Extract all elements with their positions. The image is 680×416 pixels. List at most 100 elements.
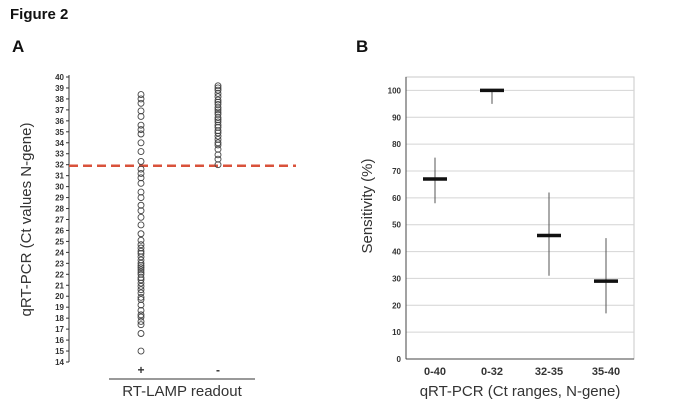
panel-a-data-point bbox=[214, 106, 222, 114]
panel-a-data-point bbox=[214, 132, 222, 140]
panel-a-data-point bbox=[137, 107, 145, 115]
panel-a-data-point bbox=[214, 161, 222, 169]
panel-a-y-tick-label: 22 bbox=[55, 270, 64, 279]
figure-title: Figure 2 bbox=[10, 6, 69, 23]
panel-a-data-point bbox=[137, 230, 145, 238]
panel-a-data-point bbox=[214, 84, 222, 92]
panel-a-data-point bbox=[137, 311, 145, 319]
panel-a-y-tick-label: 25 bbox=[55, 237, 64, 246]
panel-a-y-tick-label: 34 bbox=[55, 139, 64, 148]
panel-a-y-tick-label: 35 bbox=[55, 128, 64, 137]
panel-a-data-point bbox=[214, 118, 222, 126]
panel-b-y-tick-label: 30 bbox=[392, 274, 401, 283]
panel-a-y-tick-label: 14 bbox=[55, 358, 64, 367]
panel-b-y-tick-label: 70 bbox=[392, 167, 401, 176]
panel-a-data-point bbox=[137, 170, 145, 177]
panel-a-data-point bbox=[214, 82, 222, 90]
panel-a-data-point bbox=[137, 289, 145, 297]
panel-a-data-point bbox=[214, 86, 222, 94]
panel-a-data-point bbox=[137, 270, 145, 278]
panel-a-data-point bbox=[137, 165, 145, 173]
panel-a-data-point bbox=[137, 347, 145, 355]
panel-a-data-point bbox=[137, 274, 145, 282]
panel-b-y-tick-label: 60 bbox=[392, 194, 401, 203]
panel-a-data-point bbox=[214, 123, 222, 131]
panel-a-data-point bbox=[137, 279, 145, 287]
panel-a-data-point bbox=[137, 268, 145, 276]
panel-a-y-tick-label: 33 bbox=[55, 150, 64, 159]
panel-a-data-point bbox=[137, 317, 145, 325]
panel-a-y-tick-label: 37 bbox=[55, 106, 64, 115]
panel-a-data-point bbox=[214, 127, 222, 135]
panel-a-y-tick-label: 40 bbox=[55, 73, 64, 82]
panel-a-data-point bbox=[214, 151, 222, 159]
panel-a-data-point bbox=[137, 126, 145, 134]
panel-a-y-tick-label: 24 bbox=[55, 248, 64, 257]
panel-a-data-point bbox=[137, 282, 145, 290]
panel-a-y-tick-label: 27 bbox=[55, 216, 64, 225]
panel-a-data-point bbox=[137, 330, 145, 337]
panel-a-data-point bbox=[137, 301, 145, 309]
panel-a-data-point bbox=[137, 95, 145, 103]
panel-b-y-tick-label: 20 bbox=[392, 301, 401, 310]
panel-a-data-point bbox=[214, 104, 222, 112]
panel-a-y-tick-label: 38 bbox=[55, 95, 64, 104]
panel-a-data-point bbox=[214, 139, 222, 147]
panel-a-data-point bbox=[137, 296, 145, 303]
panel-a-category-label: - bbox=[216, 363, 220, 377]
panel-a-data-point bbox=[214, 129, 222, 137]
panel-a-data-point bbox=[137, 307, 145, 314]
panel-a-data-point bbox=[137, 313, 145, 321]
panel-a-data-point bbox=[214, 108, 222, 116]
panel-a-data-point bbox=[137, 253, 145, 261]
panel-b-y-tick-label: 0 bbox=[397, 355, 402, 364]
panel-a-data-point bbox=[137, 250, 145, 257]
panel-a-data-point bbox=[137, 121, 145, 129]
panel-a-data-point bbox=[137, 113, 145, 120]
panel-a-data-point bbox=[137, 91, 145, 98]
panel-b-x-axis-label: qRT-PCR (Ct ranges, N-gene) bbox=[420, 383, 621, 400]
panel-a-y-tick-label: 26 bbox=[55, 226, 64, 235]
panel-a-data-point bbox=[214, 100, 222, 108]
panel-a-data-point bbox=[137, 201, 145, 209]
panel-a-data-point bbox=[137, 207, 145, 215]
panel-a-data-point bbox=[214, 114, 222, 122]
panel-a-y-tick-label: 23 bbox=[55, 259, 64, 268]
panel-a-category-label: + bbox=[137, 363, 144, 377]
panel-a-data-point bbox=[137, 174, 145, 182]
panel-a-data-point bbox=[214, 155, 222, 163]
panel-a-data-point bbox=[137, 188, 145, 196]
panel-b-y-tick-label: 80 bbox=[392, 140, 401, 149]
panel-a-data-point bbox=[137, 241, 145, 249]
panel-a-data-point bbox=[137, 139, 145, 147]
panel-a-y-tick-label: 28 bbox=[55, 205, 64, 214]
panel-a-y-tick-label: 20 bbox=[55, 292, 64, 301]
panel-a-data-point bbox=[137, 99, 145, 107]
panel-b-category-label: 0-32 bbox=[481, 366, 503, 378]
panel-a-data-point bbox=[214, 136, 222, 143]
panel-b-y-tick-label: 90 bbox=[392, 113, 401, 122]
panel-a-y-tick-label: 39 bbox=[55, 84, 64, 93]
panel-b-y-tick-label: 40 bbox=[392, 248, 401, 257]
panel-b-label: B bbox=[356, 37, 369, 56]
panel-a-y-tick-label: 29 bbox=[55, 194, 64, 203]
panel-a-y-tick-label: 16 bbox=[55, 336, 64, 345]
panel-b-category-label: 32-35 bbox=[535, 366, 563, 378]
panel-a-data-point bbox=[137, 221, 145, 229]
panel-b-plot-frame bbox=[405, 76, 635, 360]
panel-a-data-point bbox=[137, 236, 145, 244]
panel-b-y-axis-label: Sensitivity (%) bbox=[359, 158, 376, 253]
panel-a-data-point bbox=[214, 96, 222, 104]
panel-a-data-point bbox=[214, 93, 222, 101]
panel-b-y-tick-label: 10 bbox=[392, 328, 401, 337]
panel-a-data-point bbox=[137, 262, 145, 269]
panel-a-data-point bbox=[137, 247, 145, 255]
panel-a-y-axis-label: qRT-PCR (Ct values N-gene) bbox=[18, 123, 35, 317]
panel-b-y-tick-label: 100 bbox=[388, 86, 402, 95]
panel-a-data-point bbox=[137, 286, 145, 294]
panel-a-data-point bbox=[137, 148, 145, 155]
panel-a-data-point bbox=[137, 293, 145, 301]
panel-a-data-point bbox=[137, 179, 145, 187]
panel-a-y-tick-label: 21 bbox=[55, 281, 64, 290]
